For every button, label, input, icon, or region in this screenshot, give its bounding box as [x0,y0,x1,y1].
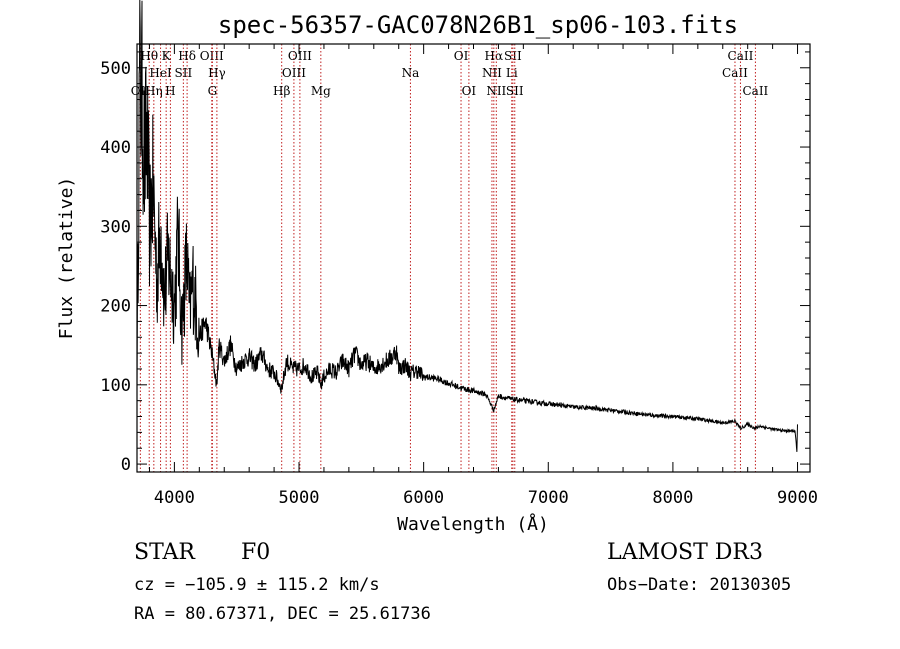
spectral-line-label: Hα [485,49,504,63]
spectral-line-label: HeI [149,66,172,80]
plot-frame [136,43,811,473]
spectral-line-label: NII [486,84,506,98]
y-tick-label: 300 [100,217,131,237]
flux-series-line [136,0,798,452]
spectral-line-label: Li [506,66,518,80]
y-axis-label: Flux (relative) [56,177,77,340]
x-axis-label: Wavelength (Å) [397,513,549,535]
spectral-line-label: NII [482,66,502,80]
spectral-line-label: OI [462,84,477,98]
survey-name: LAMOST DR3 [607,540,763,565]
spectral-line-label: SII [506,84,524,98]
spectral-line-label: CaII [728,49,754,63]
spectral-line-label: Mg [311,84,331,98]
spectral-line-label: CaII [742,84,768,98]
spectral-line-label: Hθ [140,49,158,63]
y-tick-label: 200 [100,297,131,317]
y-tick-label: 400 [100,138,131,158]
spectral-line-label: Hγ [208,66,226,80]
object-class: STAR [134,540,195,565]
object-subclass: F0 [241,540,271,565]
coordinates-readout: RA = 80.67371, DEC = 25.61736 [134,604,431,624]
spectral-line-label: G [208,84,218,98]
spectral-line-label: H [165,84,175,98]
y-tick-label: 100 [100,376,131,396]
x-tick-label: 5000 [279,488,320,508]
spectral-line-label: Hη [145,84,163,98]
x-tick-label: 4000 [154,488,195,508]
axis-ticks: 4000 5000 6000 7000 8000 9000 0 100 200 300 400 500 [100,44,818,508]
spectral-line-label: SII [504,49,522,63]
x-tick-label: 7000 [528,488,569,508]
spectral-line-label: OIII [288,49,312,63]
spectral-line-label: OI [454,49,469,63]
spectral-line-label: CaII [722,66,748,80]
spectral-line-label: SII [175,66,193,80]
x-tick-label: 9000 [777,488,818,508]
spectral-line-label: Na [402,66,420,80]
observation-date: Obs−Date: 20130305 [607,575,792,595]
spectral-line-label: Hδ [178,49,196,63]
spectral-line-label: OIII [282,66,306,80]
redshift-readout: cz = −105.9 ± 115.2 km/s [134,575,380,595]
x-tick-label: 6000 [403,488,444,508]
spectral-line-label: Hβ [273,84,290,98]
spectral-line-label: K [162,49,172,63]
chart-title: spec-56357-GAC078N26B1_sp06-103.fits [218,11,738,39]
y-tick-label: 0 [121,455,131,475]
y-tick-label: 500 [100,59,131,79]
x-tick-label: 8000 [652,488,693,508]
